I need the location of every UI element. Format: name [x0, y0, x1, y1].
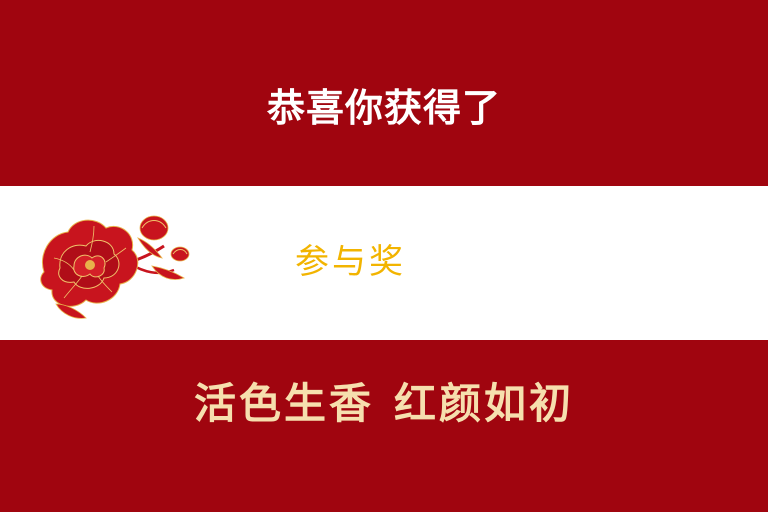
top-band: [0, 0, 768, 186]
bottom-band: [0, 340, 768, 512]
congrats-heading: 恭喜你获得了: [266, 86, 501, 130]
slogan-part1: 活色生香: [193, 379, 374, 428]
prize-name: 参与奖: [295, 242, 406, 282]
peony-flower-icon: [40, 215, 190, 319]
slogan: 活色生香 红颜如初: [0, 376, 768, 432]
slogan-part2: 红颜如初: [394, 379, 575, 428]
